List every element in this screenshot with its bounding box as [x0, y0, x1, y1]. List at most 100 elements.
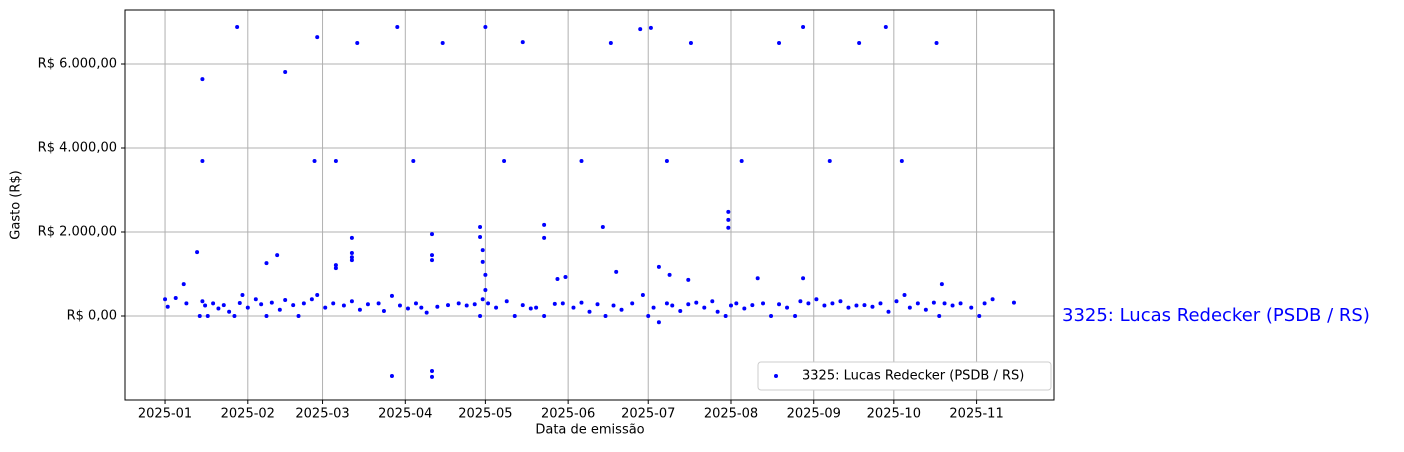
point [814, 297, 819, 302]
point [542, 222, 547, 227]
point [232, 314, 237, 319]
point [560, 301, 565, 306]
point [542, 314, 547, 319]
point [478, 235, 483, 240]
point [395, 25, 400, 30]
x-tick-label: 2025-08 [704, 407, 758, 422]
point [464, 303, 469, 308]
point [200, 77, 205, 82]
x-tick-label: 2025-09 [787, 407, 841, 422]
point [942, 301, 947, 306]
point [931, 300, 936, 305]
point [726, 209, 731, 214]
x-tick-label: 2025-02 [221, 407, 275, 422]
point [429, 258, 434, 263]
point [184, 301, 189, 306]
point [397, 303, 402, 308]
point [667, 272, 672, 277]
point [761, 301, 766, 306]
point [483, 272, 488, 277]
x-tick-label: 2025-10 [867, 407, 921, 422]
point [686, 302, 691, 307]
point [486, 301, 491, 306]
point [838, 299, 843, 304]
point [806, 301, 811, 306]
point [899, 159, 904, 164]
y-tick-label: R$ 2.000,00 [38, 225, 117, 240]
point [977, 314, 982, 319]
point [389, 374, 394, 379]
annotation: 3325: Lucas Redecker (PSDB / RS) [1062, 305, 1370, 326]
point [323, 305, 328, 310]
point [571, 305, 576, 310]
point [883, 25, 888, 30]
legend-box [757, 361, 1052, 391]
point [686, 277, 691, 282]
point [894, 299, 899, 304]
x-axis-label: Data de emissão [535, 423, 644, 438]
point [429, 374, 434, 379]
point [694, 300, 699, 305]
point [710, 299, 715, 304]
point [958, 301, 963, 306]
point [579, 300, 584, 305]
point [902, 293, 907, 298]
point [195, 250, 200, 255]
point [702, 305, 707, 310]
point [854, 303, 859, 308]
point [200, 299, 205, 304]
point [227, 309, 232, 314]
point [670, 303, 675, 308]
point [798, 299, 803, 304]
point [283, 298, 288, 303]
point [429, 369, 434, 374]
x-tick-label: 2025-06 [541, 407, 595, 422]
point [296, 314, 301, 319]
point [614, 269, 619, 274]
point [769, 314, 774, 319]
point [349, 251, 354, 256]
point [520, 40, 525, 45]
point [411, 159, 416, 164]
point [349, 299, 354, 304]
point [235, 25, 240, 30]
point [333, 263, 338, 268]
point [381, 308, 386, 313]
point [203, 303, 208, 308]
point [365, 302, 370, 307]
point [934, 41, 939, 46]
point [520, 303, 525, 308]
point [355, 41, 360, 46]
point [211, 301, 216, 306]
point [664, 159, 669, 164]
point [777, 302, 782, 307]
point [750, 303, 755, 308]
point [777, 41, 782, 46]
point [742, 306, 747, 311]
point [512, 314, 517, 319]
point [723, 314, 728, 319]
point [200, 159, 205, 164]
point [611, 303, 616, 308]
point [456, 301, 461, 306]
point [291, 303, 296, 308]
point [163, 297, 168, 302]
point [349, 255, 354, 260]
point [579, 159, 584, 164]
point [478, 314, 483, 319]
point [726, 225, 731, 230]
point [600, 224, 605, 229]
point [165, 304, 170, 309]
point [389, 293, 394, 298]
point [221, 303, 226, 308]
point [341, 303, 346, 308]
point [822, 303, 827, 308]
point [309, 297, 314, 302]
plot-frame [124, 9, 1055, 401]
point [483, 287, 488, 292]
x-tick-label: 2025-03 [295, 407, 349, 422]
x-tick-label: 2025-07 [621, 407, 675, 422]
point [502, 159, 507, 164]
point [734, 301, 739, 306]
point [969, 305, 974, 310]
